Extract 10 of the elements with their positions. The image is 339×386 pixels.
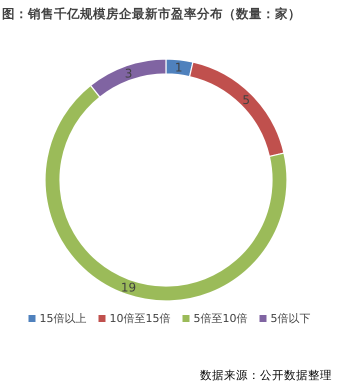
chart-title: 图：销售千亿规模房企最新市盈率分布（数量：家） [2, 6, 301, 21]
source-note: 数据来源：公开数据整理 [200, 368, 332, 382]
data-label: 5 [242, 93, 250, 108]
legend-label: 10倍至15倍 [110, 312, 170, 325]
legend-label: 5倍以下 [270, 312, 310, 325]
legend-label: 5倍至10倍 [194, 312, 248, 325]
data-label: 1 [174, 60, 183, 75]
data-label: 19 [120, 280, 136, 295]
data-label: 3 [124, 66, 132, 80]
legend-label: 15倍以上 [40, 312, 86, 325]
